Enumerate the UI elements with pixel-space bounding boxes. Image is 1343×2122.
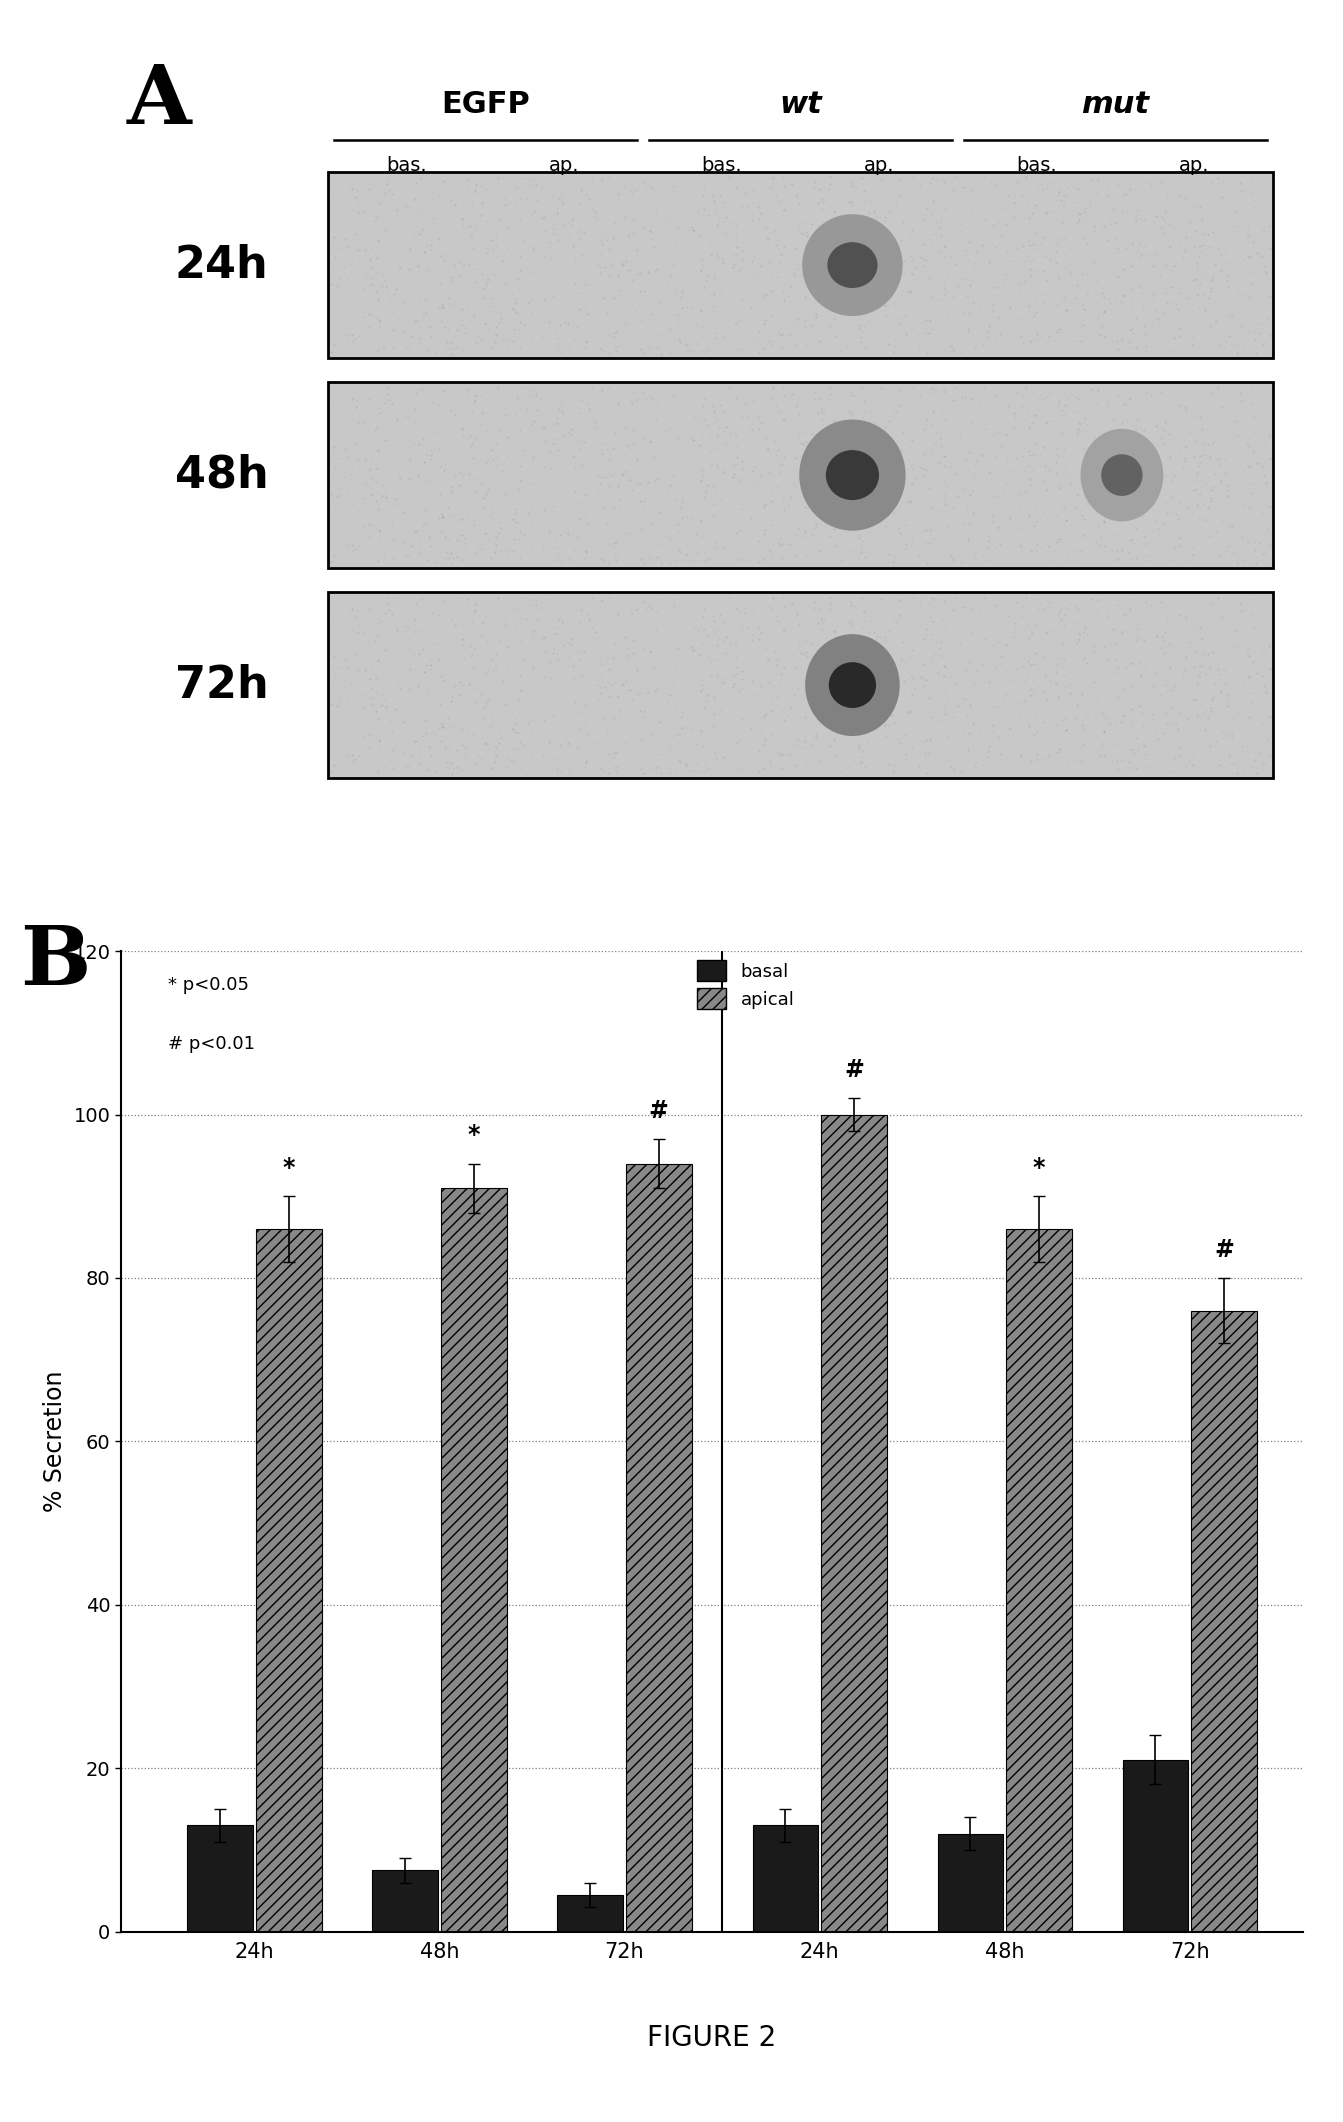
Text: #: # — [843, 1059, 864, 1082]
Legend: basal, apical: basal, apical — [697, 961, 795, 1010]
Text: wt: wt — [779, 89, 822, 119]
Bar — [441, 1188, 506, 1931]
Text: #: # — [1214, 1237, 1234, 1263]
Bar — [328, 382, 1273, 569]
Bar — [1006, 1229, 1072, 1931]
Text: bas.: bas. — [387, 157, 427, 174]
Ellipse shape — [827, 242, 877, 289]
Text: * p<0.05: * p<0.05 — [168, 976, 250, 993]
Ellipse shape — [802, 214, 902, 316]
Text: EGFP: EGFP — [441, 89, 529, 119]
Text: *: * — [1033, 1156, 1045, 1180]
Ellipse shape — [826, 450, 880, 501]
Text: FIGURE 2: FIGURE 2 — [647, 2024, 776, 2052]
Text: B: B — [20, 921, 91, 1002]
Ellipse shape — [1101, 454, 1143, 497]
Ellipse shape — [829, 662, 876, 709]
Text: ap.: ap. — [864, 157, 894, 174]
Bar — [557, 1895, 623, 1931]
Text: ap.: ap. — [549, 157, 579, 174]
Bar — [626, 1163, 692, 1931]
Bar — [821, 1114, 886, 1931]
Bar — [372, 1869, 438, 1931]
Bar — [328, 172, 1273, 359]
Bar — [255, 1229, 321, 1931]
Bar — [752, 1825, 818, 1931]
Ellipse shape — [1081, 429, 1163, 522]
Text: #: # — [649, 1099, 669, 1123]
Bar — [328, 592, 1273, 779]
Bar — [1191, 1311, 1257, 1931]
Text: 72h: 72h — [175, 664, 269, 707]
Text: mut: mut — [1081, 89, 1150, 119]
Ellipse shape — [799, 420, 905, 530]
Bar — [937, 1833, 1003, 1931]
Text: 48h: 48h — [175, 454, 269, 497]
Text: *: * — [467, 1123, 479, 1148]
Text: bas.: bas. — [701, 157, 741, 174]
Bar — [188, 1825, 252, 1931]
Text: # p<0.01: # p<0.01 — [168, 1036, 255, 1053]
Ellipse shape — [806, 634, 900, 736]
Text: A: A — [126, 62, 192, 142]
Bar — [1123, 1759, 1189, 1931]
Y-axis label: % Secretion: % Secretion — [43, 1371, 67, 1513]
Text: bas.: bas. — [1017, 157, 1057, 174]
Text: ap.: ap. — [1179, 157, 1210, 174]
Text: *: * — [282, 1156, 295, 1180]
Text: 24h: 24h — [175, 244, 269, 286]
